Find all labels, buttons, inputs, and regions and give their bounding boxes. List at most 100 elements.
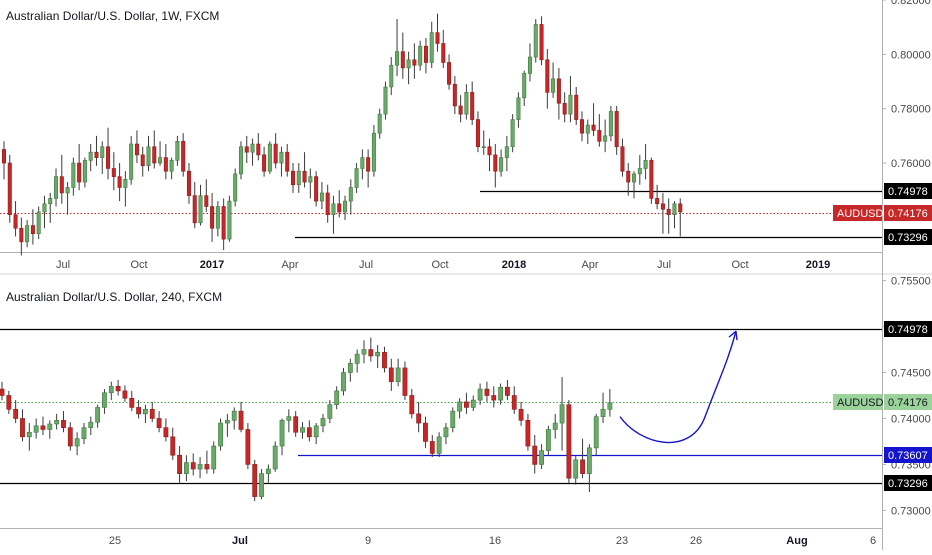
candle-body-down: [597, 130, 602, 142]
candle-body-up: [88, 421, 94, 428]
candle-body-up: [233, 173, 238, 202]
candle: [371, 125, 376, 177]
candle: [106, 127, 111, 180]
x-tick-label: Apr: [281, 259, 298, 271]
candle-body-down: [511, 395, 517, 410]
candle-body-down: [134, 143, 139, 156]
candle-body-down: [290, 170, 295, 186]
candle: [354, 163, 359, 193]
candle: [36, 206, 41, 240]
candle: [487, 138, 492, 172]
candle-body-down: [252, 464, 258, 497]
candle: [409, 389, 415, 419]
candle: [643, 144, 648, 180]
candle-body-up: [224, 420, 230, 424]
x-tick-label: 23: [616, 535, 628, 547]
candle-body-down: [306, 427, 312, 438]
candle: [156, 411, 162, 433]
bottom-time-axis[interactable]: 25 Jul 9 16 23 26 Aug 6: [109, 535, 876, 547]
top-time-axis[interactable]: Jul Oct 2017 Apr Jul Oct 2018 Apr Jul Oct 2019: [56, 259, 830, 271]
candle: [33, 418, 39, 439]
candle-body-down: [368, 349, 374, 357]
candle-body-up: [354, 353, 360, 364]
candle: [368, 337, 374, 362]
candle-body-up: [129, 143, 134, 180]
candle-body-down: [505, 386, 510, 396]
candle-body-down: [678, 203, 683, 213]
candle: [13, 400, 19, 424]
candle-body-down: [491, 395, 497, 401]
x-tick-label: Jul: [657, 259, 671, 271]
x-tick-label: 6: [870, 535, 876, 547]
candle-body-up: [184, 462, 189, 474]
candle-body-up: [215, 206, 220, 229]
candle-body-up: [573, 459, 579, 479]
candle-body-down: [181, 141, 186, 172]
candle-body-down: [163, 427, 169, 438]
candle-body-up: [286, 416, 292, 421]
x-tick-label: Jul: [56, 259, 70, 271]
candle-body-up: [197, 464, 203, 470]
candle-body-up: [510, 119, 515, 148]
candle-body-up: [158, 157, 163, 164]
candle-body-down: [111, 168, 116, 177]
candle-body-up: [375, 351, 381, 357]
candle-body-up: [250, 143, 255, 153]
candle: [61, 411, 66, 433]
x-tick-label: 16: [489, 535, 501, 547]
x-tick-label: Oct: [431, 259, 448, 271]
x-tick-label: Oct: [731, 259, 748, 271]
candle: [250, 138, 255, 166]
candle-body-down: [314, 176, 319, 202]
candle: [186, 163, 191, 204]
bottom-price-labels: 0.74978 0.73607 0.73296 AUDUSD 0.74176: [833, 321, 932, 491]
candle-body-down: [458, 105, 463, 115]
candle-body-down: [262, 154, 267, 172]
candle-body-up: [603, 135, 608, 142]
candle-body-up: [600, 408, 606, 417]
candle-body-down: [177, 454, 182, 474]
candle-body-up: [218, 422, 223, 447]
candle-body-up: [418, 45, 423, 66]
candle: [435, 13, 440, 52]
candle: [252, 459, 258, 502]
level-label: 0.73607: [888, 450, 928, 462]
candle-body-up: [26, 431, 32, 438]
level-label-bg: [884, 447, 932, 463]
candle-body-up: [327, 404, 333, 419]
candle-body-down: [238, 410, 244, 430]
y-tick-label: 0.76000: [891, 158, 931, 170]
candle-body-down: [190, 462, 196, 470]
candle-body-up: [211, 445, 217, 470]
candle: [129, 135, 134, 185]
candle-body-down: [412, 59, 417, 66]
candle: [65, 182, 70, 215]
bottom-chart-title: Australian Dollar/U.S. Dollar, 240, FXCM: [6, 290, 222, 304]
candle: [227, 195, 232, 242]
x-tick-label: Apr: [581, 259, 598, 271]
candle-body-up: [36, 211, 41, 234]
candle: [504, 135, 509, 172]
candle: [579, 111, 584, 142]
x-tick-label: 9: [365, 535, 371, 547]
candle: [265, 464, 271, 483]
candle-body-up: [672, 203, 677, 215]
candle: [42, 195, 47, 229]
candle-body-up: [279, 420, 285, 447]
candle-body-up: [198, 195, 203, 224]
candle: [505, 379, 510, 401]
top-price-axis[interactable]: 0.82000 0.80000 0.78000 0.76000: [882, 0, 931, 170]
candle: [389, 57, 394, 96]
candle-body-down: [40, 425, 46, 430]
candle-body-down: [30, 225, 35, 234]
candle: [158, 141, 163, 166]
candle: [308, 168, 313, 199]
top-candles: [1, 13, 683, 256]
candle: [457, 398, 463, 419]
candle-body-up: [65, 187, 70, 194]
candle: [108, 381, 114, 401]
candle: [136, 400, 141, 419]
candle: [400, 32, 405, 79]
